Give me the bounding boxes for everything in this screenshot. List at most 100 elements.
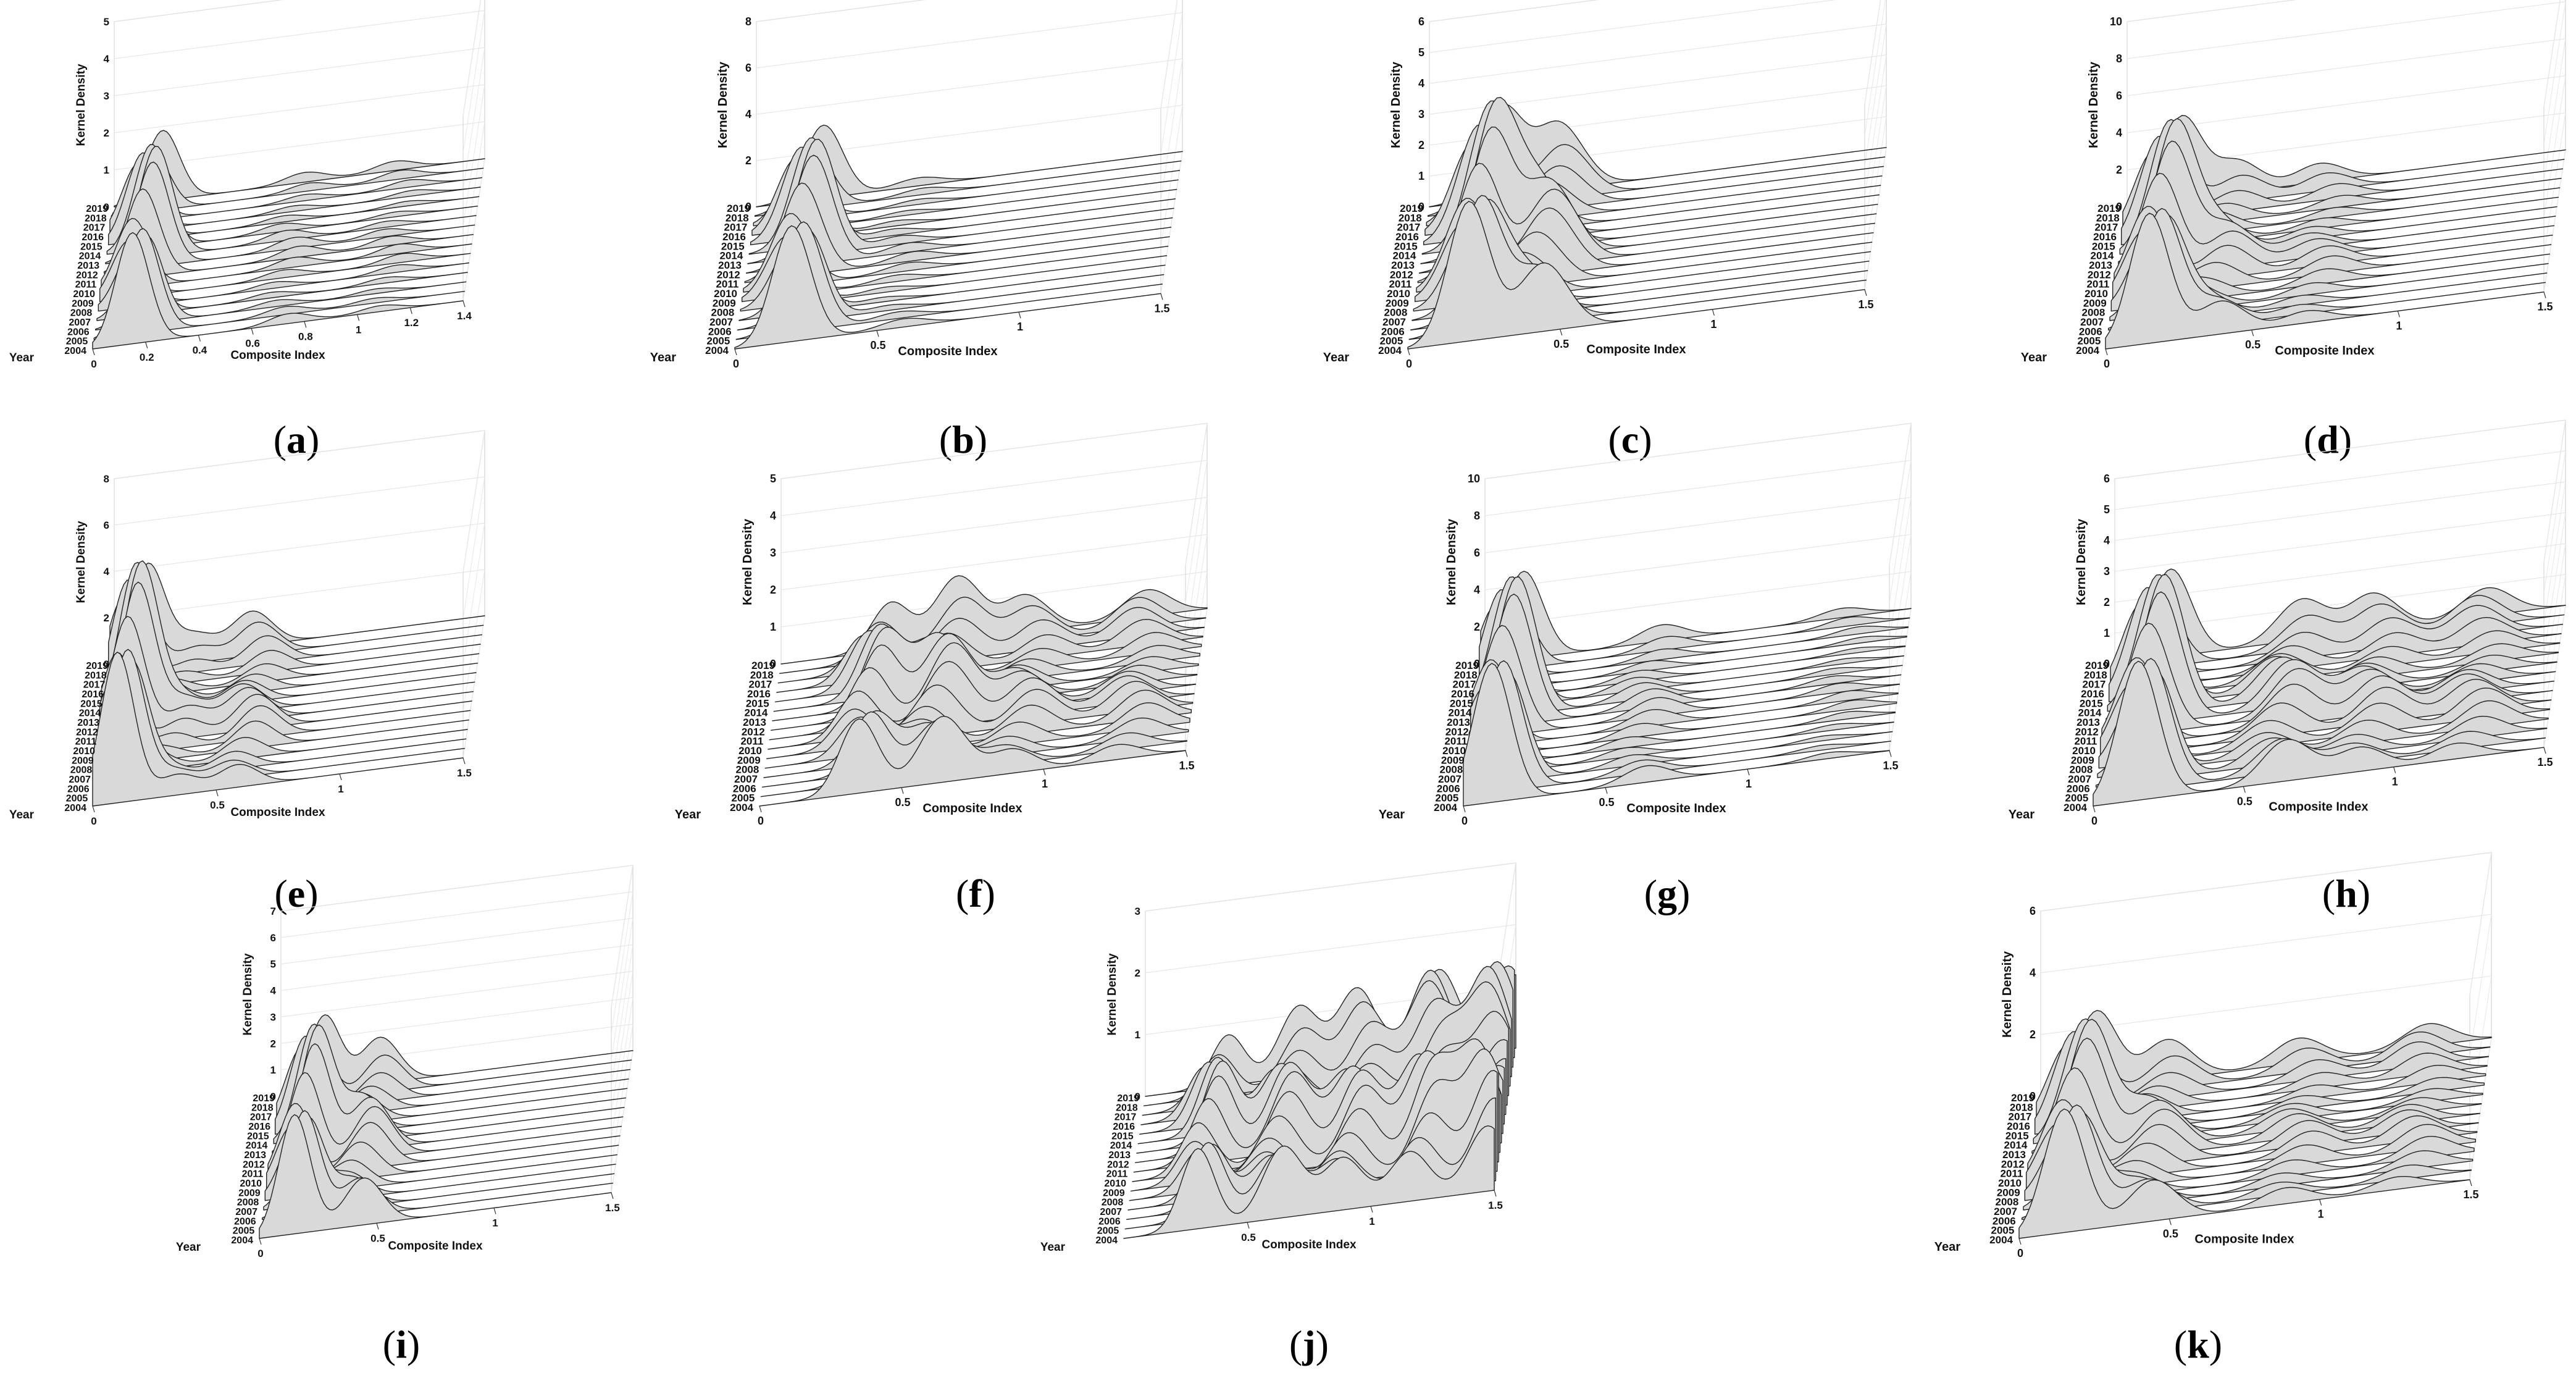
x-tick-label: 1.5 — [1858, 298, 1873, 311]
x-tick-label: 1.4 — [457, 310, 472, 322]
x-tick-label: 1.5 — [605, 1202, 620, 1214]
year-tick-label: 2004 — [64, 346, 86, 356]
z-axis: 0 1 2 3 4 5 6 Kernel Density — [2075, 473, 2110, 670]
year-tick-label: 2008 — [2070, 764, 2093, 776]
x-tick-label: 1.5 — [1154, 302, 1169, 314]
year-axis-label: Year — [675, 808, 701, 821]
z-tick-label: 0 — [745, 201, 751, 213]
z-axis: 0 2 4 6 8 Kernel Density — [716, 15, 751, 213]
year-axis-label: Year — [9, 809, 35, 821]
z-axis-label: Kernel Density — [741, 518, 755, 605]
z-tick-label: 4 — [2104, 534, 2110, 547]
year-tick-label: 2012 — [1390, 269, 1413, 280]
z-tick-label: 3 — [1418, 108, 1424, 120]
year-tick-label: 2018 — [750, 669, 774, 681]
z-axis-label: Kernel Density — [2075, 518, 2088, 605]
caption-letter: h — [2335, 872, 2357, 915]
z-tick-label: 4 — [2030, 967, 2036, 979]
z-tick-label: 0 — [770, 658, 776, 670]
z-tick-label: 1 — [1135, 1029, 1140, 1041]
chart-svg-a: 0 1 2 3 4 5 Kernel Density 0 0.2 0.4 0.6 0.8 1 1.2 1.4… — [9, 0, 485, 370]
z-tick-label: 1 — [1418, 170, 1424, 182]
ridge-2004 — [1123, 1125, 1495, 1239]
x-axis: 0 0.5 1 1.5 Composite Index — [1406, 289, 1874, 370]
chart-svg-d: 0 2 4 6 8 10 Kernel Density 0 0.5 1 1.5 Composite I… — [2021, 0, 2566, 370]
year-tick-label: 2018 — [1116, 1103, 1138, 1113]
year-tick-label: 2018 — [85, 670, 107, 681]
year-axis: 2004200520062007200820092010201120122013… — [1040, 1093, 1139, 1254]
z-tick-label: 7 — [270, 905, 276, 917]
x-axis-label: Composite Index — [922, 802, 1022, 815]
z-axis: 0 2 4 6 8 10 Kernel Density — [2087, 15, 2122, 213]
ridges — [734, 124, 1183, 350]
z-tick-label: 2 — [2116, 164, 2122, 176]
x-axis-label: Composite Index — [230, 349, 325, 362]
caption-letter: k — [2187, 1322, 2209, 1366]
x-tick-label: 0 — [1462, 815, 1468, 827]
year-tick-label: 2005 — [732, 792, 755, 804]
year-tick-label: 2007 — [1100, 1207, 1122, 1217]
year-tick-label: 2009 — [72, 755, 94, 766]
chart-panel-f: 0 1 2 3 4 5 Kernel Density 0 0.5 1 1.5 Composite In… — [667, 422, 1210, 840]
year-tick-label: 2013 — [1391, 259, 1415, 271]
ridges — [759, 575, 1208, 807]
year-tick-label: 2006 — [1437, 783, 1460, 794]
year-axis: 2004200520062007200820092010201120122013… — [675, 660, 775, 821]
z-tick-label: 6 — [2116, 90, 2122, 102]
year-tick-label: 2014 — [1393, 250, 1416, 262]
year-tick-label: 2016 — [2007, 1120, 2030, 1132]
year-tick-label: 2010 — [73, 746, 95, 757]
year-tick-label: 2013 — [1447, 716, 1470, 728]
z-tick-label: 5 — [2104, 503, 2110, 516]
year-tick-label: 2007 — [1994, 1206, 2017, 1217]
year-tick-label: 2015 — [2080, 697, 2103, 709]
year-tick-label: 2016 — [1113, 1122, 1135, 1132]
x-tick-label: 0.5 — [370, 1232, 385, 1244]
x-tick-label: 0 — [2091, 815, 2097, 827]
x-tick-label: 1 — [1042, 778, 1048, 790]
year-tick-label: 2017 — [83, 223, 106, 233]
year-tick-label: 2013 — [2002, 1149, 2026, 1161]
year-tick-label: 2015 — [1111, 1131, 1134, 1141]
chart-svg-g: 0 2 4 6 8 10 Kernel Density 0 0.5 1 1.5 Composite I… — [1379, 422, 1912, 827]
z-tick-label: 0 — [2104, 658, 2110, 670]
caption-letter: j — [1302, 1322, 1316, 1366]
x-tick-label: 1 — [1369, 1216, 1374, 1227]
year-tick-label: 2019 — [86, 204, 108, 214]
x-tick-label: 0.5 — [2237, 795, 2252, 807]
ridge-2004 — [92, 652, 464, 807]
z-axis-label: Kernel Density — [2087, 61, 2101, 148]
z-axis-label: Kernel Density — [75, 64, 88, 146]
caption-h: (h) — [2322, 872, 2371, 915]
year-tick-label: 2009 — [1386, 297, 1409, 309]
z-tick-label: 1 — [270, 1064, 276, 1076]
chart-svg-f: 0 1 2 3 4 5 Kernel Density 0 0.5 1 1.5 Composite In… — [675, 422, 1208, 827]
z-tick-label: 4 — [270, 985, 277, 997]
x-tick-label: 1 — [2392, 776, 2398, 788]
year-tick-label: 2014 — [1449, 707, 1472, 719]
year-tick-label: 2018 — [726, 212, 749, 224]
year-tick-label: 2009 — [238, 1188, 261, 1198]
year-tick-label: 2008 — [1384, 307, 1408, 319]
year-tick-label: 2016 — [1451, 688, 1474, 700]
year-axis: 2004200520062007200820092010201120122013… — [176, 1093, 275, 1254]
year-tick-label: 2009 — [1103, 1188, 1125, 1198]
year-axis-label: Year — [2021, 351, 2047, 364]
year-tick-label: 2005 — [66, 337, 88, 347]
z-tick-label: 6 — [2104, 473, 2110, 485]
ridges — [92, 560, 485, 807]
x-tick-label: 1 — [338, 783, 343, 795]
z-tick-label: 6 — [2030, 905, 2036, 917]
x-axis-label: Composite Index — [230, 806, 325, 819]
x-axis-label: Composite Index — [2269, 800, 2368, 814]
x-tick-label: 1.5 — [2537, 756, 2553, 768]
year-tick-label: 2015 — [2092, 240, 2115, 252]
x-tick-label: 0.6 — [245, 338, 260, 350]
year-tick-label: 2011 — [2086, 279, 2109, 290]
year-tick-label: 2018 — [85, 213, 107, 224]
year-tick-label: 2007 — [734, 773, 758, 785]
year-tick-label: 2018 — [1399, 212, 1422, 224]
year-tick-label: 2007 — [235, 1207, 257, 1217]
year-axis: 2004200520062007200820092010201120122013… — [2021, 203, 2121, 364]
x-tick-label: 0 — [257, 1248, 263, 1259]
